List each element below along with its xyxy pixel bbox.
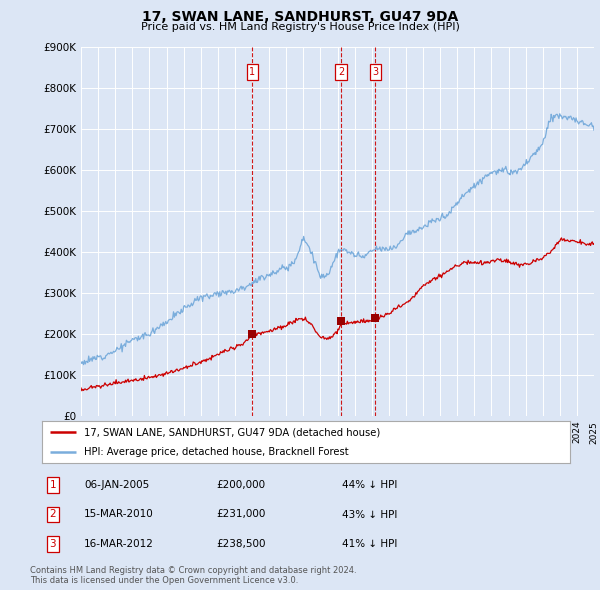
Text: 3: 3 [49,539,56,549]
Text: 15-MAR-2010: 15-MAR-2010 [84,510,154,519]
Text: £238,500: £238,500 [216,539,265,549]
Text: Price paid vs. HM Land Registry's House Price Index (HPI): Price paid vs. HM Land Registry's House … [140,22,460,32]
Text: 41% ↓ HPI: 41% ↓ HPI [342,539,397,549]
Text: 1: 1 [249,67,256,77]
Text: 1: 1 [49,480,56,490]
Text: HPI: Average price, detached house, Bracknell Forest: HPI: Average price, detached house, Brac… [84,447,349,457]
Text: £200,000: £200,000 [216,480,265,490]
Text: £231,000: £231,000 [216,510,265,519]
Text: 43% ↓ HPI: 43% ↓ HPI [342,510,397,519]
Text: 2: 2 [49,510,56,519]
Text: 16-MAR-2012: 16-MAR-2012 [84,539,154,549]
Text: 3: 3 [372,67,379,77]
Text: 17, SWAN LANE, SANDHURST, GU47 9DA (detached house): 17, SWAN LANE, SANDHURST, GU47 9DA (deta… [84,427,380,437]
Text: Contains HM Land Registry data © Crown copyright and database right 2024.
This d: Contains HM Land Registry data © Crown c… [30,566,356,585]
Text: 06-JAN-2005: 06-JAN-2005 [84,480,149,490]
Text: 2: 2 [338,67,344,77]
Text: 44% ↓ HPI: 44% ↓ HPI [342,480,397,490]
Text: 17, SWAN LANE, SANDHURST, GU47 9DA: 17, SWAN LANE, SANDHURST, GU47 9DA [142,10,458,24]
